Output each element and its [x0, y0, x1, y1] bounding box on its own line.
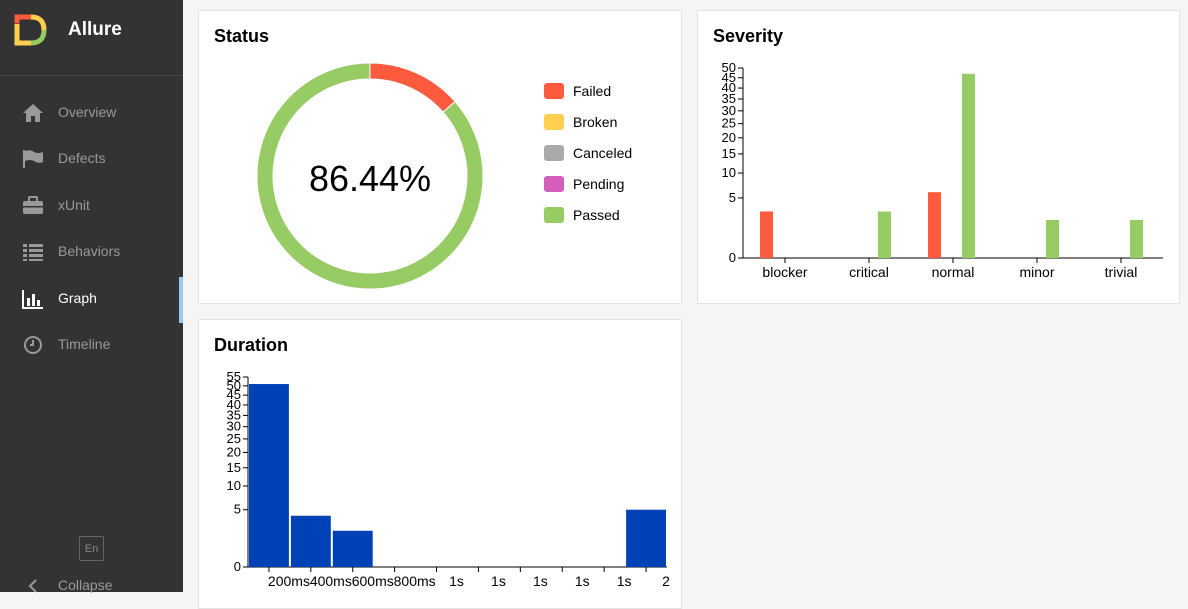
sidebar-item-label: Overview	[58, 104, 117, 120]
x-tick-label: 1s	[449, 573, 464, 589]
y-tick-label: 35	[722, 91, 736, 106]
sidebar-item-label: Graph	[58, 290, 97, 306]
language-button[interactable]: En	[79, 536, 104, 561]
y-tick-label: 25	[227, 431, 241, 446]
flag-icon	[23, 150, 43, 168]
legend-label: Failed	[573, 83, 612, 99]
status-percent: 86.44%	[309, 158, 431, 199]
x-tick-label: 1s	[533, 573, 548, 589]
y-tick-label: 50	[227, 378, 241, 393]
y-tick-label: 20	[722, 130, 736, 145]
y-tick-label: 45	[722, 70, 736, 85]
severity-widget: Severity 0 5 10 15 20 25 30 35 40 45 50 blocker crit…	[697, 10, 1180, 304]
severity-bar-minor-passed[interactable]	[1046, 220, 1059, 258]
x-tick-label: normal	[932, 264, 975, 280]
x-tick-label: minor	[1019, 264, 1054, 280]
y-tick-label: 45	[227, 387, 241, 402]
sidebar-item-label: xUnit	[58, 197, 90, 213]
list-icon	[23, 244, 43, 261]
legend-swatch	[544, 145, 564, 161]
duration-bar[interactable]	[626, 509, 666, 567]
y-tick-label: 40	[722, 80, 736, 95]
y-tick-label: 5	[234, 502, 241, 517]
allure-logo[interactable]	[14, 14, 48, 46]
legend-label: Broken	[573, 114, 618, 130]
x-tick-label: 600ms	[352, 573, 394, 589]
y-tick-label: 10	[227, 478, 241, 493]
collapse-label: Collapse	[58, 577, 113, 593]
home-icon	[23, 104, 43, 122]
sidebar: Allure Overview Defects xUnit Behaviors	[0, 0, 183, 593]
y-tick-label: 40	[227, 397, 241, 412]
status-widget: Status 86.44% Failed Broken Canceled Pendin…	[198, 10, 682, 304]
sidebar-item-label: Behaviors	[58, 243, 121, 259]
sidebar-item-timeline[interactable]: Timeline	[0, 323, 183, 367]
status-title: Status	[214, 26, 270, 46]
severity-bar-blocker-failed[interactable]	[760, 211, 773, 258]
x-tick-label: blocker	[762, 264, 807, 280]
duration-bar[interactable]	[290, 515, 331, 567]
severity-bar-critical-passed[interactable]	[878, 211, 891, 258]
sidebar-item-behaviors[interactable]: Behaviors	[0, 230, 183, 274]
x-tick-label: 2	[662, 573, 670, 589]
x-tick-label: 1s	[617, 573, 632, 589]
x-tick-label: trivial	[1105, 264, 1138, 280]
duration-title: Duration	[214, 335, 288, 355]
x-tick-label: 1s	[575, 573, 590, 589]
x-tick-label: critical	[849, 264, 889, 280]
bar-chart-icon	[22, 290, 43, 309]
y-tick-label: 5	[729, 190, 736, 205]
legend-swatch	[544, 114, 564, 130]
y-tick-label: 55	[227, 369, 241, 384]
y-tick-label: 0	[729, 250, 736, 265]
sidebar-item-defects[interactable]: Defects	[0, 137, 183, 181]
y-tick-label: 0	[234, 559, 241, 574]
y-tick-label: 15	[722, 146, 736, 161]
active-item-marker	[179, 277, 183, 323]
y-tick-label: 30	[722, 103, 736, 118]
sidebar-item-overview[interactable]: Overview	[0, 91, 183, 135]
app-title[interactable]: Allure	[68, 19, 122, 40]
donut-slice-failed[interactable]	[369, 62, 456, 113]
severity-title: Severity	[713, 26, 784, 46]
y-tick-label: 10	[722, 165, 736, 180]
allure-logo-icon	[14, 14, 47, 46]
severity-bar-normal-passed[interactable]	[962, 73, 975, 258]
severity-bar-trivial-passed[interactable]	[1130, 220, 1143, 258]
sidebar-item-xunit[interactable]: xUnit	[0, 184, 183, 228]
y-tick-label: 15	[227, 460, 241, 475]
status-donut	[256, 62, 484, 290]
duration-widget: Duration 0 5 10 15 20 25 30 35 40 45 50 55 200ms 400m…	[198, 319, 682, 609]
legend-swatch	[544, 207, 564, 223]
y-tick-label: 20	[227, 444, 241, 459]
donut-slice-passed[interactable]	[256, 62, 484, 290]
status-chart: 86.44%	[256, 62, 484, 290]
y-tick-label: 25	[722, 116, 736, 131]
y-tick-label: 35	[227, 407, 241, 422]
sidebar-item-graph[interactable]: Graph	[0, 277, 183, 321]
legend-swatch	[544, 83, 564, 99]
x-tick-label: 200ms	[268, 573, 310, 589]
briefcase-icon	[23, 196, 43, 214]
sidebar-divider	[0, 75, 183, 76]
legend-swatch	[544, 176, 564, 192]
sidebar-item-label: Defects	[58, 150, 106, 166]
legend-label: Passed	[573, 207, 620, 223]
y-tick-label: 30	[227, 419, 241, 434]
x-tick-label: 800ms	[394, 573, 436, 589]
x-tick-label: 400ms	[310, 573, 352, 589]
legend-label: Canceled	[573, 145, 633, 161]
clock-icon	[24, 336, 42, 354]
duration-bar[interactable]	[332, 530, 373, 567]
chevron-left-icon	[28, 579, 37, 593]
duration-bar[interactable]	[249, 384, 289, 567]
legend-label: Pending	[573, 176, 625, 192]
sidebar-item-label: Timeline	[58, 336, 111, 352]
y-tick-label: 50	[722, 60, 736, 75]
x-tick-label: 1s	[491, 573, 506, 589]
severity-bar-normal-failed[interactable]	[928, 192, 941, 258]
